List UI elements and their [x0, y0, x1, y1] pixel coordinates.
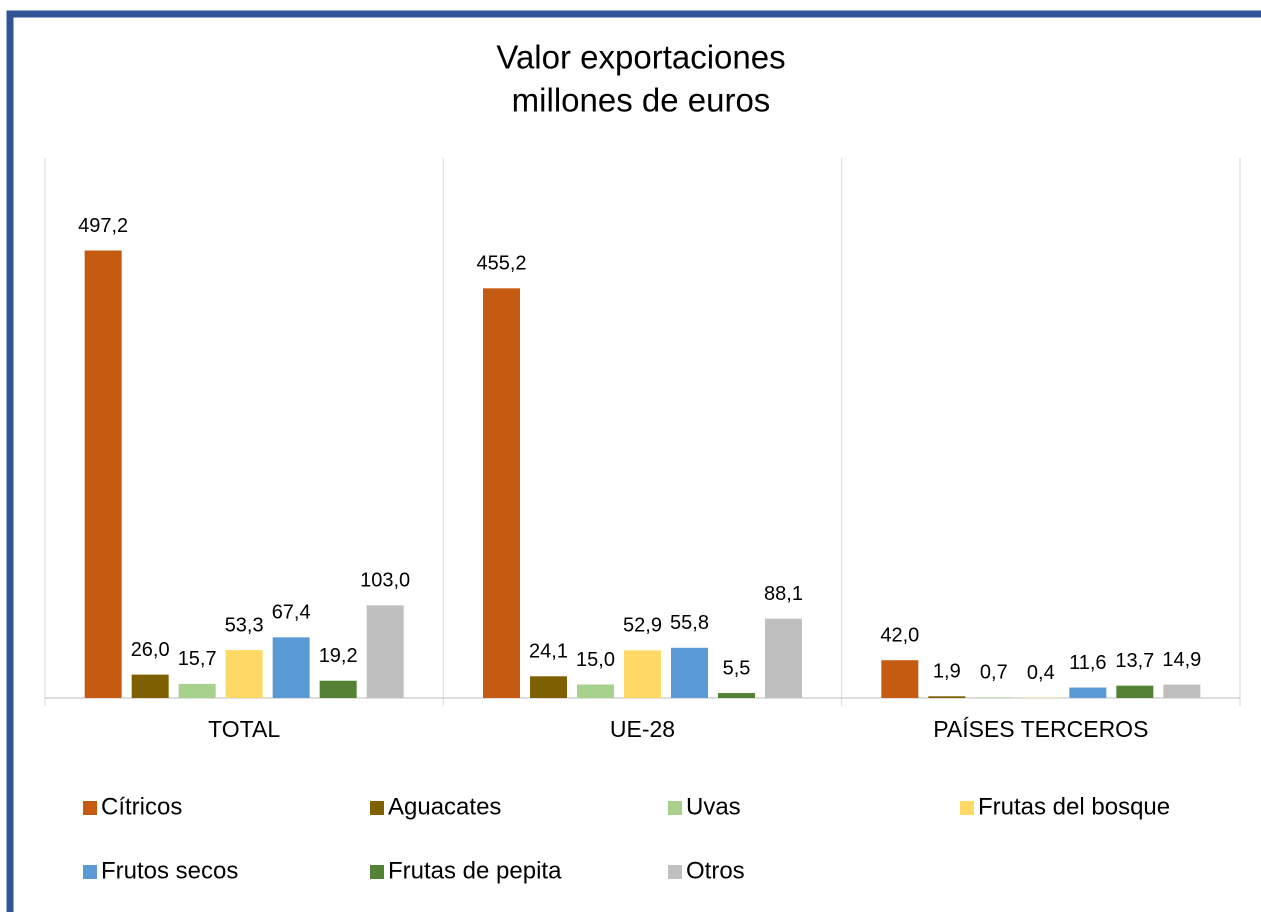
data-label: 52,9	[623, 615, 662, 637]
data-label: 0,7	[980, 662, 1008, 684]
data-label: 88,1	[764, 583, 803, 605]
data-label: 103,0	[360, 570, 410, 592]
x-tick-label: PAÍSES TERCEROS	[933, 716, 1148, 742]
data-label: 26,0	[131, 639, 170, 661]
data-label: 15,7	[178, 648, 217, 670]
legend-marker	[370, 865, 384, 879]
legend-label: Otros	[686, 857, 745, 884]
bar	[577, 684, 614, 698]
bar	[1069, 687, 1107, 698]
data-label: 14,9	[1162, 649, 1201, 671]
legend-label: Frutas del bosque	[978, 793, 1170, 820]
bar	[718, 693, 755, 698]
x-tick-label: UE-28	[610, 716, 675, 742]
data-label: 19,2	[319, 645, 358, 667]
legend-label: Aguacates	[388, 793, 501, 820]
legend-marker	[668, 801, 682, 815]
bar	[624, 650, 661, 698]
bar	[975, 697, 1013, 698]
data-label: 1,9	[933, 661, 961, 683]
frame	[6, 10, 1261, 912]
data-label: 42,0	[880, 624, 919, 646]
legend-marker	[668, 865, 682, 879]
legend-marker	[83, 801, 97, 815]
data-label: 497,2	[78, 215, 128, 237]
bar	[530, 676, 567, 698]
data-label: 24,1	[529, 641, 568, 663]
legend-label: Frutos secos	[101, 857, 238, 884]
data-label: 11,6	[1069, 652, 1106, 674]
data-label: 15,0	[576, 649, 615, 671]
legend-marker	[83, 865, 97, 879]
data-label: 455,2	[476, 253, 526, 275]
bar	[225, 650, 263, 698]
bar	[483, 288, 520, 698]
legend-marker	[960, 801, 974, 815]
bar	[881, 660, 919, 698]
bar	[671, 647, 708, 698]
legend-marker	[370, 801, 384, 815]
x-tick-label: TOTAL	[208, 716, 280, 742]
bar	[765, 618, 802, 698]
legend-label: Uvas	[686, 793, 741, 820]
bar	[84, 250, 122, 698]
legend-label: Cítricos	[101, 793, 182, 820]
data-label: 67,4	[272, 602, 311, 624]
bar	[1163, 684, 1201, 698]
bar	[366, 605, 404, 698]
bar	[319, 680, 357, 698]
data-label: 5,5	[723, 657, 751, 679]
bar	[272, 637, 310, 698]
data-label: 13,7	[1115, 650, 1154, 672]
data-label: 55,8	[670, 612, 709, 634]
legend-label: Frutas de pepita	[388, 857, 562, 884]
bar	[131, 674, 169, 698]
data-label: 0,4	[1027, 662, 1055, 684]
chart-title: Valor exportaciones	[496, 39, 785, 76]
bar	[928, 696, 966, 698]
bar	[1116, 685, 1154, 698]
bar	[178, 683, 216, 698]
chart-subtitle: millones de euros	[512, 82, 771, 119]
data-label: 53,3	[225, 614, 264, 636]
